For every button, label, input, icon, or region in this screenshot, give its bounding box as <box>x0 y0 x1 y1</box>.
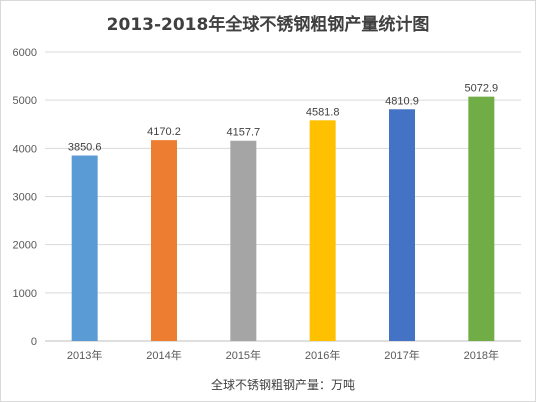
y-axis-ticks: 0 1000 2000 3000 4000 5000 6000 <box>13 47 37 348</box>
chart-title: 2013-2018年全球不锈钢粗钢产量统计图 <box>107 14 430 35</box>
x-tick-label: 2018年 <box>464 348 499 362</box>
data-label: 4810.9 <box>385 95 419 107</box>
data-label: 4581.8 <box>306 106 340 118</box>
bar-2013年 <box>71 155 98 341</box>
y-tick-label: 5000 <box>13 95 37 107</box>
y-tick-label: 2000 <box>13 240 37 252</box>
bar-2018年 <box>468 96 495 341</box>
bar-2014年 <box>151 140 177 341</box>
x-tick-label: 2016年 <box>305 348 340 362</box>
bar-2015年 <box>230 140 257 341</box>
y-tick-label: 6000 <box>13 47 37 59</box>
x-tick-label: 2014年 <box>146 348 181 362</box>
x-axis-ticks: 2013年 2014年 2015年 2016年 2017年 2018年 <box>67 348 499 362</box>
data-label: 3850.6 <box>68 142 102 154</box>
x-tick-label: 2015年 <box>226 348 261 362</box>
data-label: 4170.2 <box>147 126 181 138</box>
gridlines <box>45 51 521 342</box>
y-tick-label: 3000 <box>13 192 37 204</box>
data-label: 5072.9 <box>465 83 499 95</box>
y-tick-label: 4000 <box>13 143 37 155</box>
bar-2016年 <box>309 120 336 341</box>
legend-label: 全球不锈钢粗钢产量：万吨 <box>211 377 355 392</box>
x-tick-label: 2017年 <box>384 348 419 362</box>
bars <box>71 96 495 341</box>
x-tick-label: 2013年 <box>67 348 102 362</box>
data-labels: 3850.6 4170.2 4157.7 4581.8 4810.9 5072.9 <box>68 83 498 154</box>
y-tick-label: 1000 <box>13 288 37 300</box>
data-label: 4157.7 <box>227 127 261 139</box>
y-tick-label: 0 <box>31 336 37 348</box>
bar-2017年 <box>389 109 415 341</box>
